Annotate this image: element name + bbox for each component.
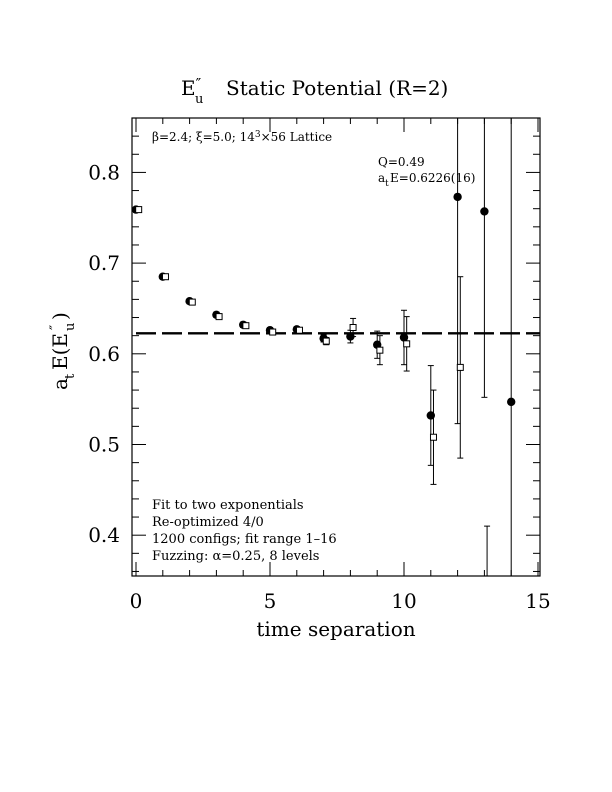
data-point <box>453 118 462 425</box>
svg-text:E″: E″ <box>181 75 202 100</box>
data-point <box>135 206 143 214</box>
point-marker <box>480 207 489 216</box>
x-tick-label: 15 <box>525 589 550 613</box>
y-tick-label: 0.6 <box>88 342 120 366</box>
x-axis-label: time separation <box>256 617 415 641</box>
data-point <box>429 389 437 485</box>
data-point <box>480 118 489 398</box>
fit-note-line: 1200 configs; fit range 1–16 <box>152 532 337 547</box>
data-point <box>484 525 491 576</box>
svg-text:β=2.4; ξ=5.0; 143×: β=2.4; ξ=5.0; 143×56 Lattice <box>152 130 332 144</box>
fuzzing-note: Fuzzing: α=0.25, 8 levels <box>152 549 319 564</box>
plot-frame <box>131 117 541 577</box>
y-axis: 0.4 0.5 0.6 0.7 0.8 <box>88 117 540 572</box>
data-point <box>215 313 223 321</box>
point-marker <box>426 411 435 420</box>
point-marker <box>429 433 437 441</box>
lattice-size: 14 <box>240 130 256 144</box>
point-marker <box>215 313 223 321</box>
data-point <box>403 316 411 372</box>
chart-title: E″ u Static Potential (R=2) <box>181 75 448 107</box>
data-point <box>188 298 196 306</box>
y-tick-label: 0.8 <box>88 160 120 184</box>
y-tick-label: 0.5 <box>88 432 120 456</box>
data-point <box>349 317 357 338</box>
point-marker <box>349 324 357 332</box>
point-marker <box>161 273 169 281</box>
lattice-xi: ξ=5.0; <box>196 130 236 144</box>
data-point <box>242 322 250 330</box>
point-marker <box>376 346 384 354</box>
point-marker <box>453 192 462 202</box>
y-tick-label: 0.7 <box>88 251 120 275</box>
fuzzing-alpha: α <box>212 549 221 564</box>
y-label-sub: u <box>63 323 78 331</box>
fit-note-line: Fit to two exponentials <box>152 498 304 513</box>
fuzzing-rest: =0.25, 8 levels <box>221 549 319 564</box>
x-tick-label: 5 <box>264 589 277 613</box>
lattice-size-sup: 3 <box>255 130 261 140</box>
fit-energy-label: a t E=0.6226(16) <box>378 171 475 189</box>
point-marker <box>188 298 196 306</box>
point-marker <box>135 206 143 214</box>
fit-energy-value: E=0.6226(16) <box>390 171 475 185</box>
square-series <box>135 206 491 576</box>
x-axis: 0 5 10 15 <box>130 118 551 613</box>
y-label-prefix: a <box>48 378 72 390</box>
fit-energy-prefix: a <box>378 171 385 185</box>
point-marker <box>456 363 464 371</box>
point-marker <box>269 328 277 336</box>
title-subscript: u <box>195 92 203 107</box>
data-point <box>295 326 303 334</box>
lattice-beta: β=2.4; <box>152 130 192 144</box>
data-point <box>161 273 169 281</box>
data-point <box>269 328 277 336</box>
y-axis-label: a t E(E ″ u ) <box>48 312 78 390</box>
data-series <box>131 118 516 576</box>
y-label-main: E(E <box>48 333 72 370</box>
fit-energy-sub: t <box>385 179 389 189</box>
fit-note-line: Re-optimized 4/0 <box>152 515 264 530</box>
data-point <box>426 365 435 466</box>
y-label-prefix-sub: t <box>63 373 78 379</box>
data-point <box>456 276 464 459</box>
lattice-annotation: β=2.4; ξ=5.0; 143×56 Lattice <box>152 130 332 144</box>
fit-notes: Fit to two exponentials Re-optimized 4/0… <box>152 498 337 564</box>
point-marker <box>507 397 516 407</box>
point-marker <box>322 337 330 345</box>
point-marker <box>403 340 411 348</box>
point-marker <box>295 326 303 334</box>
data-point <box>399 309 409 366</box>
title-text: Static Potential (R=2) <box>226 76 448 100</box>
fuzzing-label: Fuzzing: <box>152 549 212 564</box>
title-symbol: E <box>181 76 196 100</box>
title-prime: ″ <box>196 75 202 93</box>
x-tick-label: 0 <box>130 589 143 613</box>
y-label-close: ) <box>48 312 72 320</box>
point-marker <box>399 333 409 342</box>
y-tick-label: 0.4 <box>88 523 120 547</box>
data-point <box>376 335 384 366</box>
y-label-prime: ″ <box>48 325 64 330</box>
lattice-size-rest: ×56 Lattice <box>261 130 333 144</box>
data-point <box>322 336 330 346</box>
data-point <box>507 118 516 576</box>
point-marker <box>242 322 250 330</box>
fit-q-label: Q=0.49 <box>378 155 425 169</box>
x-tick-label: 10 <box>391 589 416 613</box>
